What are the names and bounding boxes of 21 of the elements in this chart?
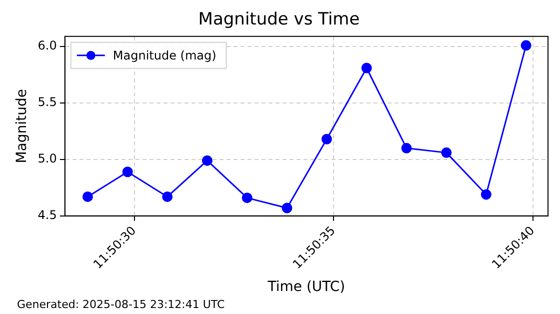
point (122, 166, 133, 178)
x-axis-title: Time (UTC) (266, 279, 346, 296)
point (361, 62, 372, 74)
point (242, 192, 252, 204)
y-tick-label: 5.5 (38, 95, 57, 110)
legend-label: Magnitude (mag) (112, 48, 216, 63)
y-tick-label: 5.0 (38, 152, 57, 166)
point (202, 155, 212, 166)
y-tick-label: 4.5 (38, 208, 57, 222)
point (401, 142, 412, 154)
y-tick-label: 6.0 (38, 38, 57, 53)
point (441, 147, 452, 158)
point (282, 202, 292, 214)
y-axis-title: Magnitude (14, 89, 30, 164)
text: Generated: 2025-08-15 23:12:41 UTC (17, 298, 225, 311)
point (162, 191, 173, 202)
point (520, 40, 532, 51)
point (480, 189, 492, 200)
point (321, 134, 332, 144)
point (82, 191, 93, 202)
chart-title: Magnitude vs Time (198, 10, 360, 30)
